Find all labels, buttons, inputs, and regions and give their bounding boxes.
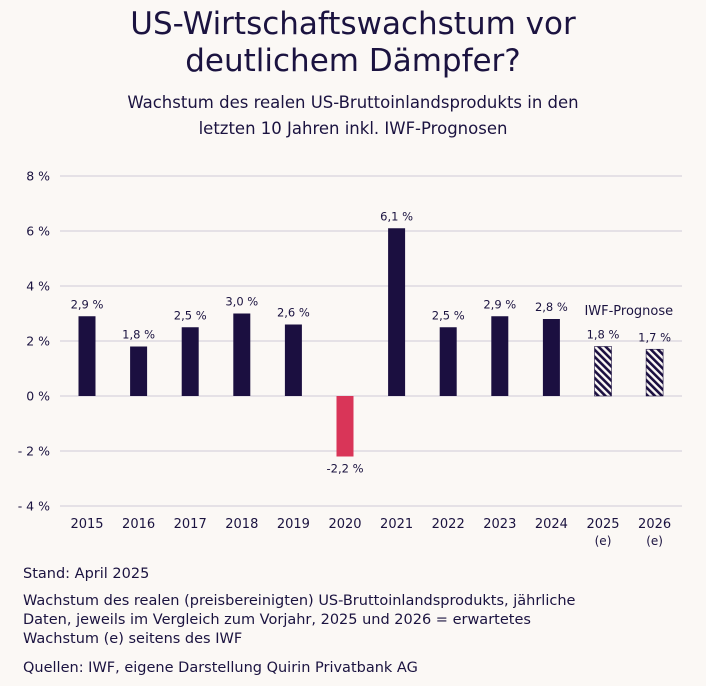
footer-sources: Quellen: IWF, eigene Darstellung Quirin … xyxy=(23,660,418,676)
x-tick-label: 2022 xyxy=(432,517,465,532)
bar xyxy=(233,313,251,396)
x-tick-sublabel: (e) xyxy=(595,534,612,548)
y-tick-label: 6 % xyxy=(26,224,50,239)
y-tick-label: - 4 % xyxy=(18,499,50,514)
bar xyxy=(78,316,96,396)
data-label: 1,7 % xyxy=(638,330,671,344)
data-label: 2,9 % xyxy=(71,297,104,311)
chart-subtitle: Wachstum des realen US-Bruttoinlandsprod… xyxy=(0,90,706,142)
x-tick-label: 2015 xyxy=(70,517,103,532)
bar-forecast xyxy=(594,346,612,397)
footer-date: Stand: April 2025 xyxy=(23,566,150,582)
footer-description-line-2: Daten, jeweils im Vergleich zum Vorjahr,… xyxy=(23,612,531,628)
data-label: -2,2 % xyxy=(326,462,363,476)
data-label: 2,9 % xyxy=(483,297,516,311)
data-label: 2,6 % xyxy=(277,306,310,320)
x-tick-label: 2018 xyxy=(225,517,258,532)
chart-subtitle-line-1: Wachstum des realen US-Bruttoinlandsprod… xyxy=(127,93,579,112)
bar-forecast xyxy=(645,348,664,397)
y-tick-label: 8 % xyxy=(26,169,50,184)
x-axis-tick-labels: 2015 2016 2017 2018 2019 2020 2021 2022 2023 2024… xyxy=(70,517,671,548)
forecast-annotation: IWF-Prognose xyxy=(584,304,673,319)
x-tick-label: 2017 xyxy=(174,517,207,532)
data-label: 6,1 % xyxy=(380,209,413,223)
data-label: 1,8 % xyxy=(587,328,620,342)
bar xyxy=(439,327,457,396)
x-tick-sublabel: (e) xyxy=(646,534,663,548)
data-label: 2,5 % xyxy=(174,308,207,322)
chart-title-line-2: deutlichem Dämpfer? xyxy=(185,43,521,79)
chart-subtitle-line-2: letzten 10 Jahren inkl. IWF-Prognosen xyxy=(198,119,508,138)
x-tick-label: 2024 xyxy=(535,517,568,532)
data-label: 1,8 % xyxy=(122,328,155,342)
footer-description: Wachstum des realen (preisbereinigten) U… xyxy=(23,592,683,649)
data-label: 2,8 % xyxy=(535,300,568,314)
y-axis-tick-labels: - 4 % - 2 % 0 % 2 % 4 % 6 % 8 % xyxy=(18,169,50,514)
y-tick-label: 2 % xyxy=(26,334,50,349)
x-tick-label: 2026 xyxy=(638,517,671,532)
data-label: 3,0 % xyxy=(225,295,258,309)
y-tick-label: 0 % xyxy=(26,389,50,404)
grid-lines xyxy=(60,175,682,507)
x-tick-label: 2021 xyxy=(380,517,413,532)
bar xyxy=(284,324,302,396)
bar-chart: - 4 % - 2 % 0 % 2 % 4 % 6 % 8 % 2,9 % 1,8 % 2,5 … xyxy=(18,169,682,548)
bar xyxy=(181,327,199,396)
y-tick-label: 4 % xyxy=(26,279,50,294)
chart-title-line-1: US-Wirtschaftswachstum vor xyxy=(130,6,576,42)
bar xyxy=(336,396,354,457)
bar xyxy=(491,316,509,396)
footer-description-line-3: Wachstum (e) seitens des IWF xyxy=(23,631,243,647)
x-tick-label: 2025 xyxy=(586,517,619,532)
data-labels: 2,9 % 1,8 % 2,5 % 3,0 % 2,6 % -2,2 % 6,1 % 2,5 … xyxy=(71,209,672,475)
bar xyxy=(542,319,560,396)
x-tick-label: 2020 xyxy=(328,517,361,532)
x-tick-label: 2023 xyxy=(483,517,516,532)
bars xyxy=(78,228,664,457)
y-tick-label: - 2 % xyxy=(18,444,50,459)
bar xyxy=(388,228,406,396)
bar xyxy=(130,346,148,396)
data-label: 2,5 % xyxy=(432,308,465,322)
chart-title: US-Wirtschaftswachstum vor deutlichem Dä… xyxy=(0,6,706,80)
x-tick-label: 2016 xyxy=(122,517,155,532)
x-tick-label: 2019 xyxy=(277,517,310,532)
footer-description-line-1: Wachstum des realen (preisbereinigten) U… xyxy=(23,593,576,609)
